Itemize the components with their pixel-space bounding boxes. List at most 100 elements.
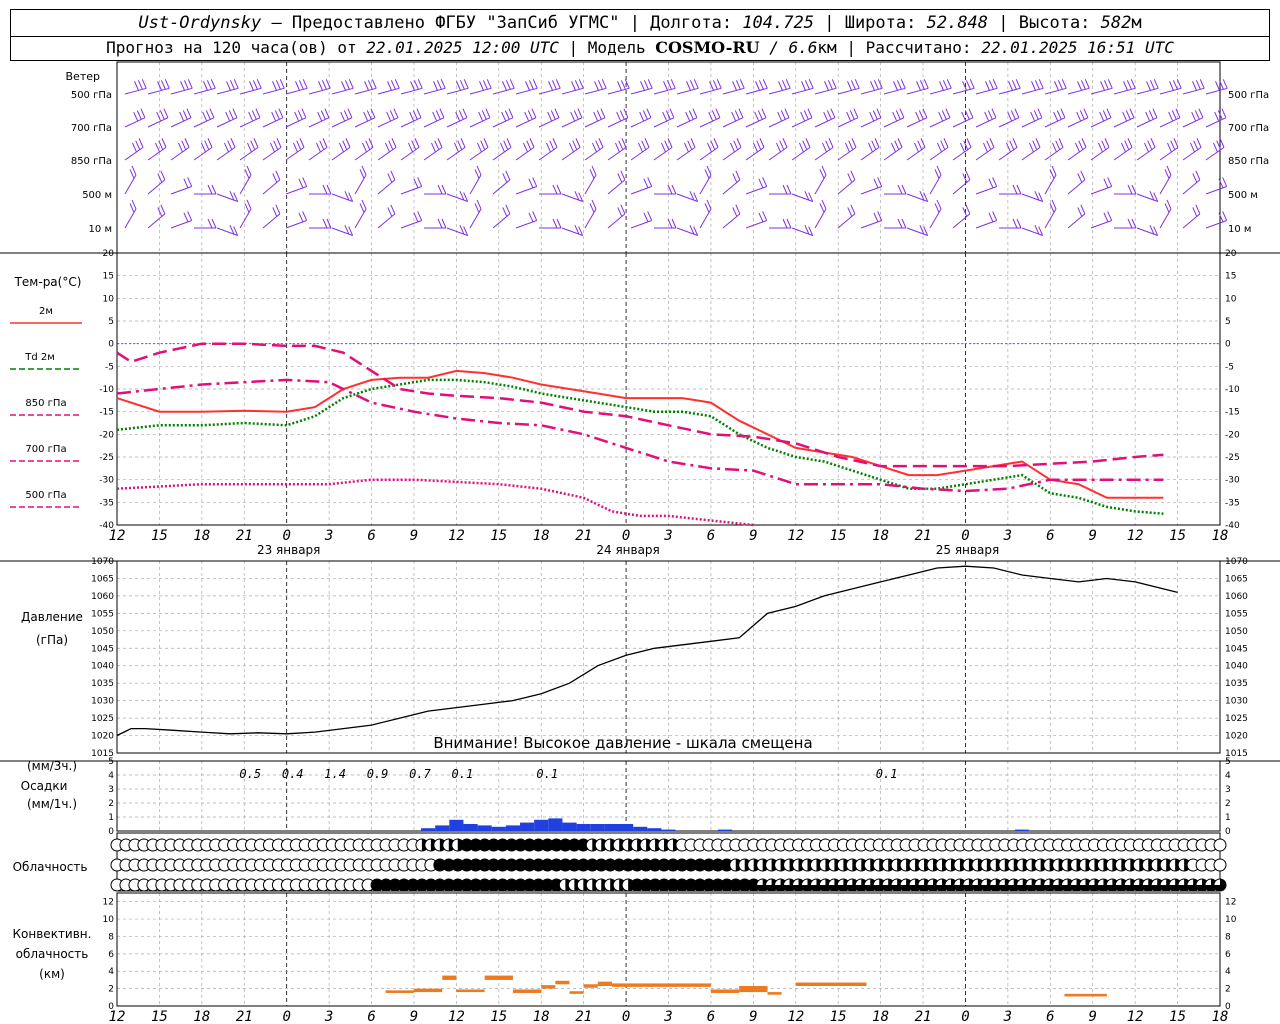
wind-barb-feather (225, 111, 231, 122)
wind-barb-shaft (1021, 117, 1043, 128)
wind-barb-shaft (722, 146, 742, 161)
cloud-symbol (899, 878, 913, 892)
wind-barb-feather (992, 211, 998, 221)
wind-barb-feather (991, 108, 997, 118)
wind-barb-feather (1131, 218, 1137, 229)
wind-barb (285, 108, 307, 128)
wind-barb-feather (439, 108, 445, 118)
hour-label: 9 (1089, 1009, 1097, 1024)
wind-barb (653, 79, 676, 95)
wind-barb-shaft (676, 146, 696, 161)
wind-barb-feather (731, 111, 737, 122)
wind-barb-shaft (331, 193, 353, 202)
wind-barb-shaft (1044, 117, 1066, 128)
wind-barb-shaft (1113, 87, 1136, 95)
wind-barb-feather (808, 79, 814, 89)
cloud-three-quarter (971, 879, 984, 891)
wind-barb (193, 79, 216, 95)
wind-barb-feather (549, 140, 555, 150)
precip-tick-left: 1 (108, 813, 114, 823)
wind-barb-feather (1008, 81, 1013, 91)
cloud-label: Облачность (13, 860, 88, 874)
pressure-tick-left: 1050 (91, 627, 114, 637)
wind-barb-feather (433, 81, 438, 91)
conv-cloud-bar (710, 989, 740, 993)
wind-barb-feather (272, 81, 277, 91)
hour-label: 18 (1212, 1009, 1229, 1024)
conv-cloud-bar (611, 983, 711, 987)
wind-barb-feather (591, 199, 597, 210)
wind-barb-feather (246, 199, 252, 210)
wind-barb (469, 108, 491, 128)
wind-barb-feather (849, 110, 855, 120)
cloud-three-quarter (944, 879, 957, 891)
wind-barb-feather (780, 110, 786, 120)
cloud-three-quarter (900, 879, 913, 891)
wind-barb-feather (552, 218, 558, 229)
wind-barb-shaft (814, 117, 836, 128)
wind-barb-shaft (952, 146, 972, 161)
hour-label: 3 (663, 528, 672, 544)
wind-barb-feather (1016, 218, 1022, 229)
wind-barb-feather (961, 111, 967, 122)
wind-barb (354, 199, 367, 229)
wind-barb-feather (299, 138, 305, 148)
wind-barb-shaft (975, 146, 995, 161)
wind-barb (1136, 224, 1159, 236)
wind-barb (170, 138, 190, 161)
wind-barb (1067, 79, 1090, 95)
model-name: COSMO-RU (655, 38, 760, 57)
wind-barb (699, 165, 712, 195)
wind-barb-shaft (837, 213, 856, 229)
wind-barb-shaft (147, 179, 166, 195)
wind-barb-shaft (883, 117, 905, 128)
wind-barb (1021, 108, 1043, 128)
wind-barb (1136, 108, 1158, 128)
cloud-three-quarter (1016, 879, 1029, 891)
wind-barb (1136, 79, 1159, 95)
wind-barb-feather (547, 111, 553, 122)
wind-barb (699, 108, 721, 128)
wind-barb-feather (759, 138, 765, 148)
date-label: 25 января (936, 543, 999, 557)
wind-barb-feather (589, 169, 595, 179)
wind-barb-feather (896, 80, 902, 90)
wind-barb-shaft (124, 117, 146, 128)
wind-barb-feather (133, 111, 139, 122)
wind-barb (423, 138, 443, 161)
temp-tick-left: 5 (108, 317, 114, 327)
wind-barb-feather (618, 140, 624, 150)
wind-barb-feather (1130, 79, 1136, 89)
wind-barb-feather (757, 110, 763, 120)
wind-barb-shaft (1182, 117, 1204, 128)
temp-tick-left: -20 (99, 430, 114, 440)
wind-barb-feather (179, 111, 185, 122)
wind-barb-feather (897, 184, 903, 195)
precip-tick-right: 4 (1225, 771, 1231, 781)
wind-barb-shaft (377, 213, 396, 229)
wind-barb (1021, 79, 1044, 95)
cloud-three-quarter (792, 879, 805, 891)
temp-tick-left: 10 (103, 294, 115, 304)
wind-barb-feather (140, 108, 146, 118)
wind-barb-shaft (883, 87, 906, 95)
pressure-tick-right: 1040 (1225, 662, 1248, 672)
wind-barb-shaft (1067, 87, 1090, 95)
wind-barb-feather (639, 111, 645, 122)
wind-barb-shaft (791, 227, 813, 236)
wind-barb-shaft (1067, 213, 1086, 229)
wind-barb-feather (1038, 192, 1044, 202)
wind-barb-feather (1107, 211, 1113, 221)
hour-label: 12 (787, 528, 804, 544)
wind-barb-shaft (584, 146, 604, 161)
wind-barb-feather (823, 111, 829, 122)
wind-barb (216, 224, 239, 236)
wind-barb-feather (302, 79, 308, 89)
temp-tick-right: 20 (1225, 249, 1237, 259)
wind-barb-feather (1054, 81, 1059, 91)
wind-barb-shaft (975, 87, 998, 95)
wind-barb-feather (574, 80, 580, 90)
wind-barb-feather (939, 81, 944, 91)
wind-barb-feather (578, 192, 584, 202)
wind-barb-feather (873, 80, 879, 90)
